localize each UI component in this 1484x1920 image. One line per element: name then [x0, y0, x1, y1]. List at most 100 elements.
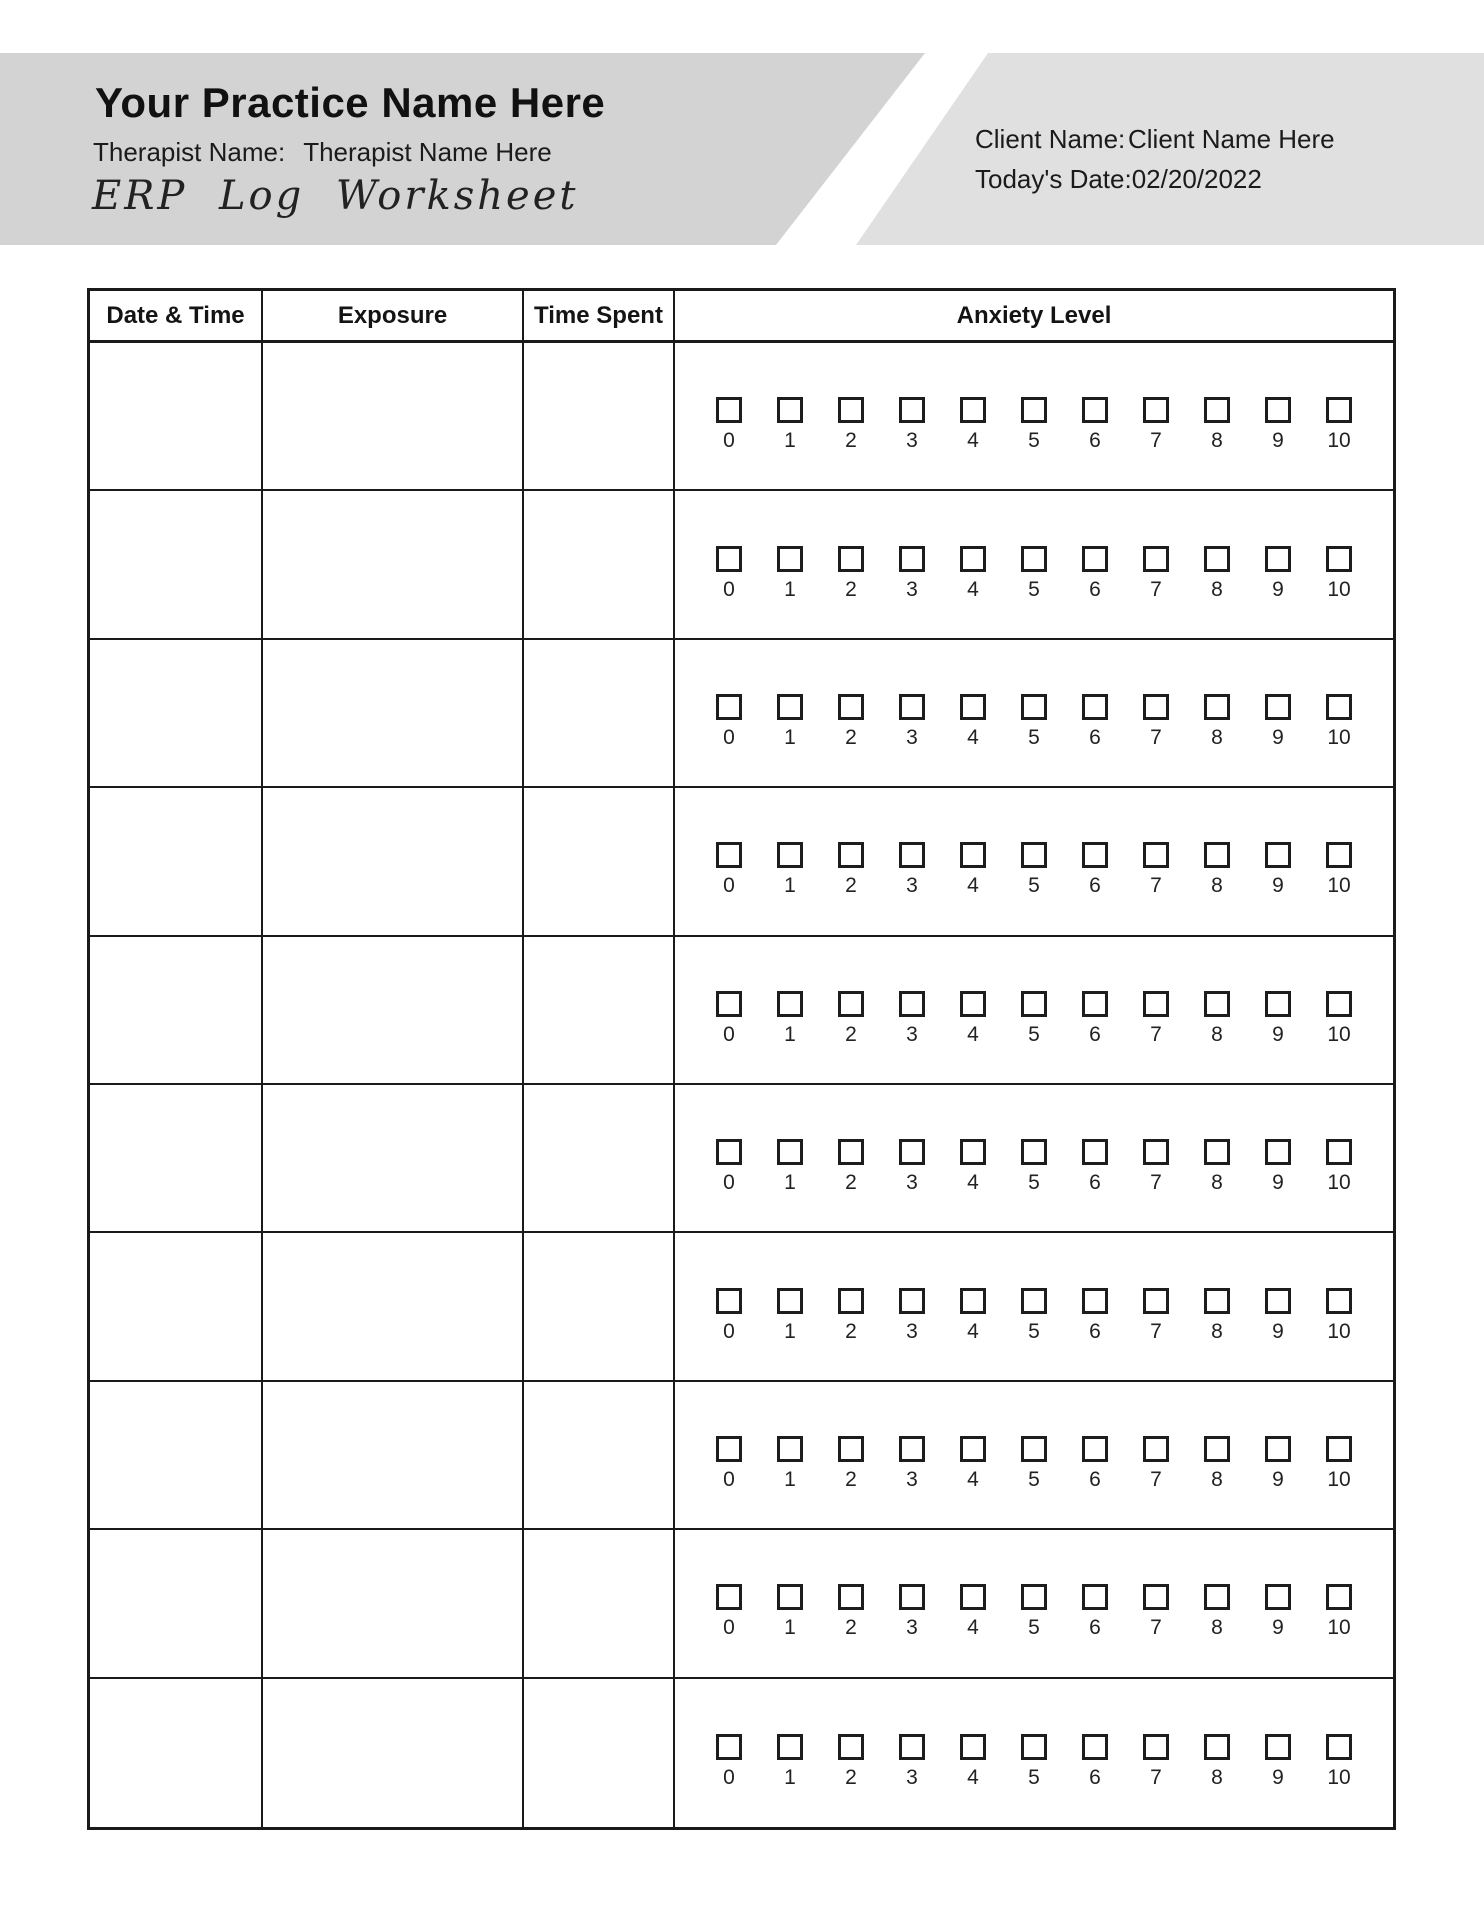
anxiety-checkbox[interactable] — [777, 1435, 803, 1462]
anxiety-checkbox[interactable] — [1204, 1584, 1230, 1611]
anxiety-checkbox[interactable] — [1143, 1584, 1169, 1611]
anxiety-checkbox[interactable] — [960, 1584, 986, 1611]
anxiety-checkbox[interactable] — [1326, 990, 1352, 1017]
anxiety-checkbox[interactable] — [1082, 1435, 1108, 1462]
exposure-cell[interactable] — [263, 491, 524, 640]
anxiety-checkbox[interactable] — [777, 1733, 803, 1760]
anxiety-checkbox[interactable] — [777, 1584, 803, 1611]
anxiety-checkbox[interactable] — [960, 693, 986, 720]
anxiety-checkbox[interactable] — [1082, 1584, 1108, 1611]
anxiety-checkbox[interactable] — [777, 842, 803, 869]
anxiety-checkbox[interactable] — [1204, 1435, 1230, 1462]
anxiety-checkbox[interactable] — [1082, 1139, 1108, 1166]
anxiety-checkbox[interactable] — [1143, 1139, 1169, 1166]
anxiety-checkbox[interactable] — [899, 1584, 925, 1611]
anxiety-checkbox[interactable] — [1082, 842, 1108, 869]
anxiety-checkbox[interactable] — [838, 1139, 864, 1166]
time-spent-cell[interactable] — [524, 1381, 675, 1531]
anxiety-checkbox[interactable] — [960, 397, 986, 424]
anxiety-checkbox[interactable] — [960, 842, 986, 869]
exposure-cell[interactable] — [263, 1233, 524, 1382]
time-spent-cell[interactable] — [524, 1084, 675, 1234]
anxiety-checkbox[interactable] — [777, 990, 803, 1017]
date-time-cell[interactable] — [90, 1678, 263, 1827]
anxiety-checkbox[interactable] — [1143, 842, 1169, 869]
anxiety-checkbox[interactable] — [777, 545, 803, 572]
anxiety-checkbox[interactable] — [1143, 397, 1169, 424]
anxiety-checkbox[interactable] — [1021, 1435, 1047, 1462]
exposure-cell[interactable] — [263, 639, 524, 789]
time-spent-cell[interactable] — [524, 343, 675, 492]
anxiety-checkbox[interactable] — [1265, 693, 1291, 720]
anxiety-checkbox[interactable] — [1326, 397, 1352, 424]
anxiety-checkbox[interactable] — [1326, 1733, 1352, 1760]
anxiety-checkbox[interactable] — [716, 693, 742, 720]
anxiety-checkbox[interactable] — [838, 1584, 864, 1611]
anxiety-checkbox[interactable] — [838, 545, 864, 572]
exposure-cell[interactable] — [263, 1678, 524, 1827]
anxiety-checkbox[interactable] — [716, 397, 742, 424]
anxiety-checkbox[interactable] — [1326, 693, 1352, 720]
anxiety-checkbox[interactable] — [1021, 397, 1047, 424]
date-time-cell[interactable] — [90, 1530, 263, 1679]
anxiety-checkbox[interactable] — [1021, 990, 1047, 1017]
anxiety-checkbox[interactable] — [838, 1435, 864, 1462]
anxiety-checkbox[interactable] — [1265, 1435, 1291, 1462]
time-spent-cell[interactable] — [524, 1233, 675, 1382]
time-spent-cell[interactable] — [524, 491, 675, 640]
anxiety-checkbox[interactable] — [777, 1139, 803, 1166]
anxiety-checkbox[interactable] — [838, 842, 864, 869]
time-spent-cell[interactable] — [524, 788, 675, 937]
anxiety-checkbox[interactable] — [716, 1584, 742, 1611]
date-time-cell[interactable] — [90, 1233, 263, 1382]
anxiety-checkbox[interactable] — [1265, 397, 1291, 424]
anxiety-checkbox[interactable] — [716, 1435, 742, 1462]
anxiety-checkbox[interactable] — [899, 545, 925, 572]
anxiety-checkbox[interactable] — [960, 545, 986, 572]
date-time-cell[interactable] — [90, 936, 263, 1085]
exposure-cell[interactable] — [263, 343, 524, 492]
date-time-cell[interactable] — [90, 639, 263, 789]
anxiety-checkbox[interactable] — [838, 990, 864, 1017]
anxiety-checkbox[interactable] — [716, 1733, 742, 1760]
anxiety-checkbox[interactable] — [1265, 842, 1291, 869]
anxiety-checkbox[interactable] — [960, 990, 986, 1017]
anxiety-checkbox[interactable] — [1204, 1139, 1230, 1166]
exposure-cell[interactable] — [263, 1084, 524, 1234]
anxiety-checkbox[interactable] — [1082, 545, 1108, 572]
anxiety-checkbox[interactable] — [838, 1733, 864, 1760]
anxiety-checkbox[interactable] — [899, 397, 925, 424]
anxiety-checkbox[interactable] — [1326, 1139, 1352, 1166]
date-time-cell[interactable] — [90, 1381, 263, 1531]
anxiety-checkbox[interactable] — [1143, 1287, 1169, 1314]
anxiety-checkbox[interactable] — [899, 693, 925, 720]
anxiety-checkbox[interactable] — [838, 397, 864, 424]
anxiety-checkbox[interactable] — [1204, 1287, 1230, 1314]
anxiety-checkbox[interactable] — [777, 397, 803, 424]
time-spent-cell[interactable] — [524, 1530, 675, 1679]
anxiety-checkbox[interactable] — [1143, 545, 1169, 572]
time-spent-cell[interactable] — [524, 1678, 675, 1827]
anxiety-checkbox[interactable] — [1143, 990, 1169, 1017]
anxiety-checkbox[interactable] — [960, 1733, 986, 1760]
anxiety-checkbox[interactable] — [1326, 1435, 1352, 1462]
anxiety-checkbox[interactable] — [1204, 990, 1230, 1017]
exposure-cell[interactable] — [263, 1381, 524, 1531]
date-time-cell[interactable] — [90, 1084, 263, 1234]
anxiety-checkbox[interactable] — [1265, 1139, 1291, 1166]
anxiety-checkbox[interactable] — [716, 545, 742, 572]
exposure-cell[interactable] — [263, 936, 524, 1085]
anxiety-checkbox[interactable] — [1021, 693, 1047, 720]
anxiety-checkbox[interactable] — [960, 1435, 986, 1462]
anxiety-checkbox[interactable] — [838, 1287, 864, 1314]
anxiety-checkbox[interactable] — [1082, 1733, 1108, 1760]
anxiety-checkbox[interactable] — [1265, 545, 1291, 572]
anxiety-checkbox[interactable] — [1204, 842, 1230, 869]
anxiety-checkbox[interactable] — [1326, 1287, 1352, 1314]
anxiety-checkbox[interactable] — [1326, 545, 1352, 572]
anxiety-checkbox[interactable] — [1265, 1733, 1291, 1760]
anxiety-checkbox[interactable] — [1265, 1287, 1291, 1314]
anxiety-checkbox[interactable] — [1021, 1584, 1047, 1611]
anxiety-checkbox[interactable] — [838, 693, 864, 720]
anxiety-checkbox[interactable] — [960, 1287, 986, 1314]
